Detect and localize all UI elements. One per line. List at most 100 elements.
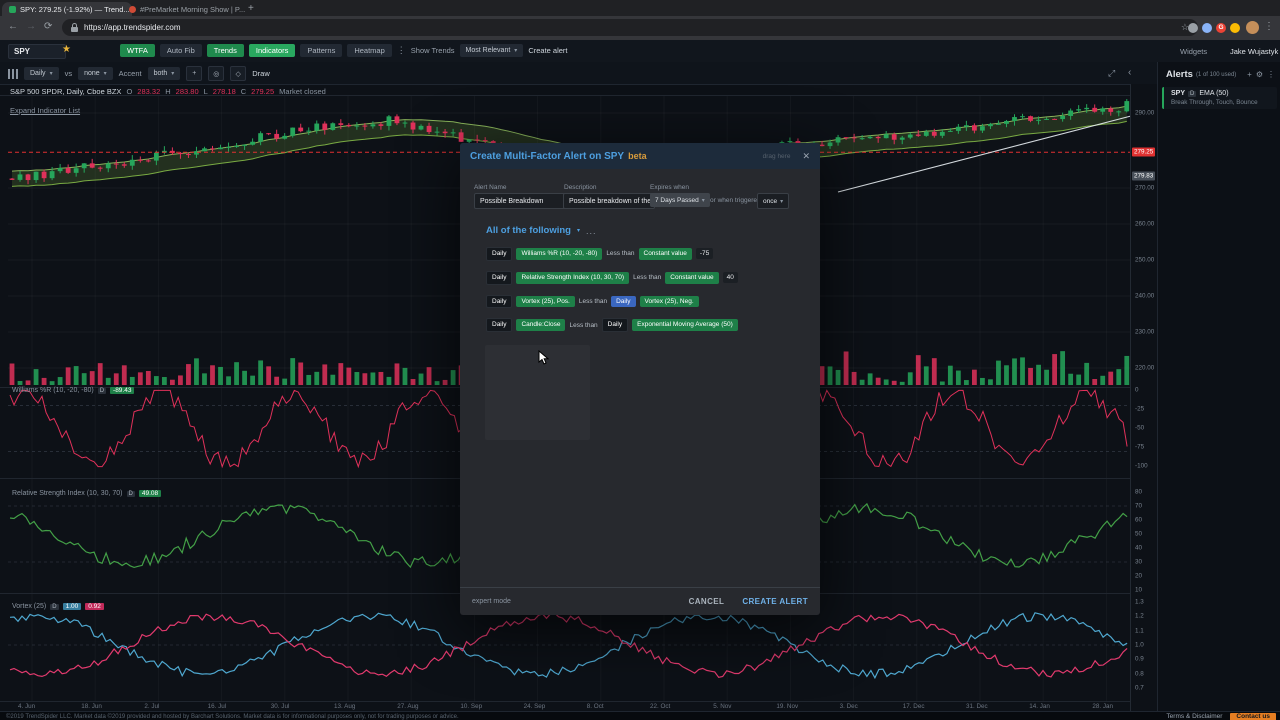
bookmark-star-icon[interactable]: ☆ [1180,22,1189,32]
alert-list-item[interactable]: SPY D EMA (50) Break Through, Touch, Bou… [1162,87,1277,109]
browser-profile-avatar[interactable] [1246,21,1259,34]
operator-label[interactable]: Less than [633,274,662,282]
axis-tick: -50 [1135,424,1145,432]
symbol-input[interactable]: SPY [8,44,66,59]
constant-value-input[interactable]: -75 [695,248,714,260]
fullscreen-icon[interactable]: ⤢ [1108,68,1116,78]
timeframe-select[interactable]: Daily ▾ [24,67,59,80]
comparison-chip[interactable]: Exponential Moving Average (50) [632,319,738,332]
vortex-indicator-label[interactable]: Vortex (25) D 1.00 0.92 [12,603,104,610]
close-icon[interactable]: ✕ [802,150,810,161]
more-options-button[interactable]: ... [585,225,597,236]
user-name[interactable]: Jake Wujastyk [1230,47,1279,56]
description-input[interactable]: Possible breakdown of the EM [563,193,655,209]
timeframe-chip[interactable]: Daily [611,295,636,308]
contact-us-button[interactable]: Contact us [1230,712,1276,720]
indicator-chip[interactable]: Williams %R (10, -20, -80) [516,248,603,260]
add-drawing-icon[interactable]: + [186,66,203,81]
rsi-indicator-label[interactable]: Relative Strength Index (10, 30, 70) D 4… [12,490,162,497]
operator-label[interactable]: Less than [578,297,608,305]
add-alert-icon[interactable]: + [1247,70,1252,79]
show-trends-label: Show Trends [410,46,455,55]
modal-title: Create Multi-Factor Alert on SPY [470,150,625,162]
browser-address-bar: ← → ⟳ https://app.trendspider.com ☆ G ⋮ [0,16,1280,40]
url-field[interactable]: https://app.trendspider.com ☆ [62,19,1198,36]
browser-menu-icon[interactable]: ⋮ [1264,21,1274,32]
time-axis-label: 30. Jul [270,703,290,710]
vs-label: vs [64,69,73,78]
timeframe-chip[interactable]: Daily [601,318,629,333]
indicator-chip[interactable]: Vortex (25), Pos. [516,295,575,308]
browser-tab-premarket[interactable]: #PreMarket Morning Show | P... ✕ [122,2,252,16]
indicator-timeframe-chip: D [97,387,107,394]
price-axis[interactable]: 290.00 270.00 260.00 250.00 240.00 230.00 220.… [1130,84,1158,712]
wtfa-button[interactable]: WTFA [120,44,155,57]
time-axis-label: 27. Aug [397,703,419,710]
widgets-button[interactable]: Widgets [1180,47,1208,56]
heatmap-button[interactable]: Heatmap [347,44,392,57]
condition-row: Daily Candle:Close Less than Daily Exponenti… [486,318,810,333]
extension-icon[interactable] [1230,23,1240,33]
tab-close-icon[interactable]: ✕ [251,5,252,13]
accent-select[interactable]: both ▾ [147,67,181,80]
alert-indicator: EMA (50) [1199,90,1229,97]
expand-indicator-list-link[interactable]: Expand Indicator List [10,106,81,115]
cancel-button[interactable]: CANCEL [688,597,725,606]
gear-icon[interactable]: ⚙ [1255,70,1263,79]
axis-tick: -100 [1135,462,1148,470]
trends-button[interactable]: Trends [206,44,244,57]
modal-header[interactable]: Create Multi-Factor Alert on SPY beta dr… [460,143,820,169]
comparison-chip[interactable]: Constant value [665,271,719,284]
open-label: O [126,87,133,96]
back-icon[interactable]: ← [8,21,18,32]
williams-indicator-label[interactable]: Williams %R (10, -20, -80) D -89.43 [12,387,135,394]
axis-tick: 50 [1135,530,1143,538]
axis-tick: 60 [1135,516,1143,524]
auto-fib-button[interactable]: Auto Fib [159,44,202,57]
axis-tick: 30 [1135,558,1143,566]
more-tools-icon[interactable]: ⋮ [396,45,406,55]
expires-select[interactable]: 7 Days Passed ▾ [650,193,710,207]
time-axis-label: 5. Nov [713,703,732,710]
browser-tab-spy[interactable]: SPY: 279.25 (-1.92%) — Trend... [2,2,132,16]
comparison-chip[interactable]: Constant value [638,248,692,260]
indicators-button[interactable]: Indicators [248,44,296,57]
timeframe-chip[interactable]: Daily [486,270,513,285]
comparison-chip[interactable]: Vortex (25), Neg. [639,295,699,308]
operator-label[interactable]: Less than [569,321,598,329]
terms-link[interactable]: Terms & Disclaimer [1166,713,1223,720]
extension-icon[interactable]: G [1216,23,1226,33]
extension-icon[interactable] [1202,23,1212,33]
relevance-select[interactable]: Most Relevant ▾ [459,44,524,57]
collapse-panel-icon[interactable]: ‹ [1128,67,1132,78]
extension-icon[interactable] [1188,23,1198,33]
trigger-select[interactable]: once ▾ [757,193,790,209]
indicator-chip[interactable]: Candle:Close [516,319,566,332]
shape-icon[interactable]: ◇ [230,66,247,81]
new-tab-button[interactable]: + [248,3,254,14]
create-alert-submit-button[interactable]: CREATE ALERT [742,597,808,606]
draw-button[interactable]: Draw [252,69,270,78]
operator-label[interactable]: Less than [606,250,635,258]
forward-icon[interactable]: → [26,21,36,32]
chevron-down-icon: ▾ [49,71,53,77]
compare-select[interactable]: none ▾ [78,67,113,80]
indicator-chip[interactable]: Relative Strength Index (10, 30, 70) [516,271,630,284]
alert-name-input[interactable]: Possible Breakdown [474,193,566,209]
timeframe-chip[interactable]: Daily [486,294,513,309]
reload-icon[interactable]: ⟳ [44,21,53,32]
chart-style-icon[interactable] [8,68,18,79]
logic-select[interactable]: All of the following [486,225,571,236]
timeframe-chip[interactable]: Daily [486,247,513,261]
constant-value-input[interactable]: 40 [722,272,738,284]
favorite-star-icon[interactable]: ★ [62,44,71,55]
alerts-menu-icon[interactable]: ⋮ [1267,70,1275,79]
target-icon[interactable]: ◎ [208,66,225,81]
patterns-button[interactable]: Patterns [300,44,343,57]
condition-row: Daily Williams %R (10, -20, -80) Less than… [486,247,810,261]
timeframe-chip[interactable]: Daily [486,318,513,333]
create-alert-button[interactable]: Create alert [528,46,568,55]
time-axis-label: 13. Aug [334,703,356,710]
time-axis[interactable]: 4. Jun 18. Jun 2. Jul 16. Jul 30. Jul 13. Aug… [0,702,1130,712]
expert-mode-link[interactable]: expert mode [472,598,511,605]
